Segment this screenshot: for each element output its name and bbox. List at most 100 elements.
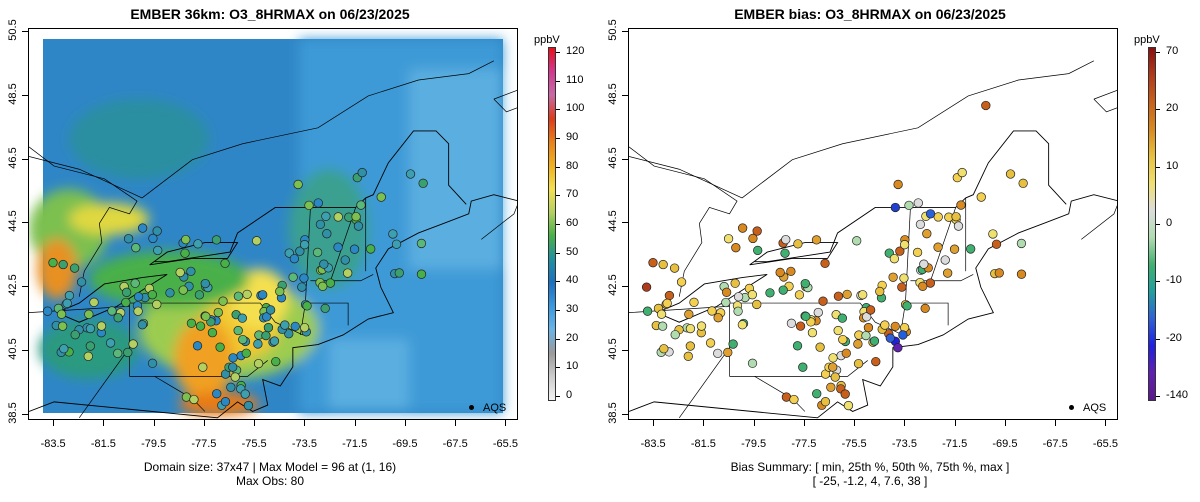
x-tick-label: -75.5 xyxy=(841,438,867,450)
x-tick-mark xyxy=(653,420,655,426)
station-marker xyxy=(48,258,58,268)
station-marker xyxy=(861,330,871,341)
station-marker xyxy=(943,268,953,278)
station-marker xyxy=(953,221,964,231)
station-marker xyxy=(269,336,280,346)
y-tick-mark xyxy=(22,158,28,160)
station-marker xyxy=(976,192,986,202)
x-tick-mark xyxy=(1105,420,1107,426)
station-marker xyxy=(288,272,298,282)
station-marker xyxy=(302,301,312,311)
x-tick-mark xyxy=(753,420,755,426)
y-tick-label: 44.5 xyxy=(7,210,19,233)
bias-map-frame xyxy=(628,28,1118,420)
domain-summary: Domain size: 37x47 | Max Model = 96 at (… xyxy=(143,460,397,474)
station-marker xyxy=(853,339,863,349)
station-marker xyxy=(366,244,376,254)
station-marker xyxy=(243,400,254,411)
station-marker xyxy=(912,247,923,258)
station-marker xyxy=(852,236,862,246)
lake-ontario-outline xyxy=(749,242,839,266)
station-marker xyxy=(919,259,929,269)
state-boundary xyxy=(678,347,730,419)
station-marker xyxy=(898,330,908,340)
station-marker xyxy=(293,179,303,190)
station-marker xyxy=(869,336,880,346)
station-marker xyxy=(198,362,208,372)
x-tick-label: -83.5 xyxy=(640,438,666,450)
station-marker xyxy=(233,325,243,336)
x-tick-label: -83.5 xyxy=(40,438,66,450)
station-marker xyxy=(843,400,854,411)
station-marker xyxy=(642,306,653,316)
station-marker xyxy=(1016,238,1027,249)
station-marker xyxy=(357,167,367,178)
station-marker xyxy=(752,299,762,310)
station-marker xyxy=(201,311,211,322)
station-marker xyxy=(320,303,330,314)
station-marker xyxy=(353,221,364,231)
station-marker xyxy=(889,254,899,264)
station-marker xyxy=(319,259,329,269)
colorbar-tick xyxy=(556,224,560,225)
station-marker xyxy=(83,351,93,361)
station-marker xyxy=(58,259,68,270)
colorbar-tick-label: -20 xyxy=(1166,331,1182,344)
station-marker xyxy=(165,288,175,298)
station-marker xyxy=(925,278,936,288)
colorbar-tick-label: 120 xyxy=(566,45,585,57)
y-tick-label: 48.5 xyxy=(7,83,19,105)
colorbar-tick-label: 20 xyxy=(1166,102,1179,115)
y-tick-mark xyxy=(22,286,28,288)
colorbar-tick xyxy=(556,396,560,397)
station-marker xyxy=(405,169,416,179)
y-tick-label: 40.5 xyxy=(7,338,19,360)
y-tick-mark xyxy=(22,222,28,224)
concentration-field xyxy=(29,39,503,416)
station-marker xyxy=(416,238,427,249)
station-marker xyxy=(220,258,230,269)
station-marker xyxy=(842,289,852,300)
x-tick-mark xyxy=(103,420,105,426)
colorbar-tick-label: 110 xyxy=(566,73,584,86)
station-marker xyxy=(113,348,123,359)
x-tick-label: -71.5 xyxy=(942,438,968,450)
station-marker xyxy=(69,263,80,273)
x-tick-label: -69.5 xyxy=(992,438,1018,450)
y-tick-mark xyxy=(622,31,628,33)
station-marker xyxy=(215,342,225,352)
station-marker xyxy=(237,313,248,323)
station-marker xyxy=(175,267,185,278)
station-marker xyxy=(240,389,250,399)
station-marker xyxy=(920,303,930,314)
bias-colorbar xyxy=(1148,47,1156,401)
colorbar-tick-label: 70 xyxy=(566,188,579,201)
station-marker xyxy=(253,339,263,349)
station-marker xyxy=(951,212,961,222)
colorbar-tick-label: 10 xyxy=(566,360,579,373)
station-marker xyxy=(321,211,331,221)
station-marker xyxy=(318,281,328,291)
station-marker xyxy=(85,323,96,334)
model-map-title: EMBER 36km: O3_8HRMAX on 06/23/2025 xyxy=(130,6,410,22)
nova-scotia-coastline xyxy=(1081,205,1117,240)
aqs-legend-dot xyxy=(1069,405,1074,410)
station-marker xyxy=(241,348,251,358)
colorbar-tick xyxy=(556,138,560,139)
station-marker xyxy=(1016,269,1027,279)
state-boundary xyxy=(78,347,130,419)
station-marker xyxy=(662,298,672,308)
x-tick-mark xyxy=(904,420,906,426)
station-marker xyxy=(200,278,210,289)
station-marker xyxy=(792,341,803,351)
station-marker xyxy=(728,339,738,349)
station-marker xyxy=(981,100,991,111)
station-marker xyxy=(1018,178,1028,188)
y-tick-mark xyxy=(22,31,28,33)
x-tick-label: -75.5 xyxy=(241,438,267,450)
model-map-frame xyxy=(28,28,518,420)
colorbar-tick-label: 30 xyxy=(566,303,579,315)
y-tick-mark xyxy=(622,349,628,351)
x-tick-label: -77.5 xyxy=(191,438,217,450)
station-marker xyxy=(152,226,162,236)
